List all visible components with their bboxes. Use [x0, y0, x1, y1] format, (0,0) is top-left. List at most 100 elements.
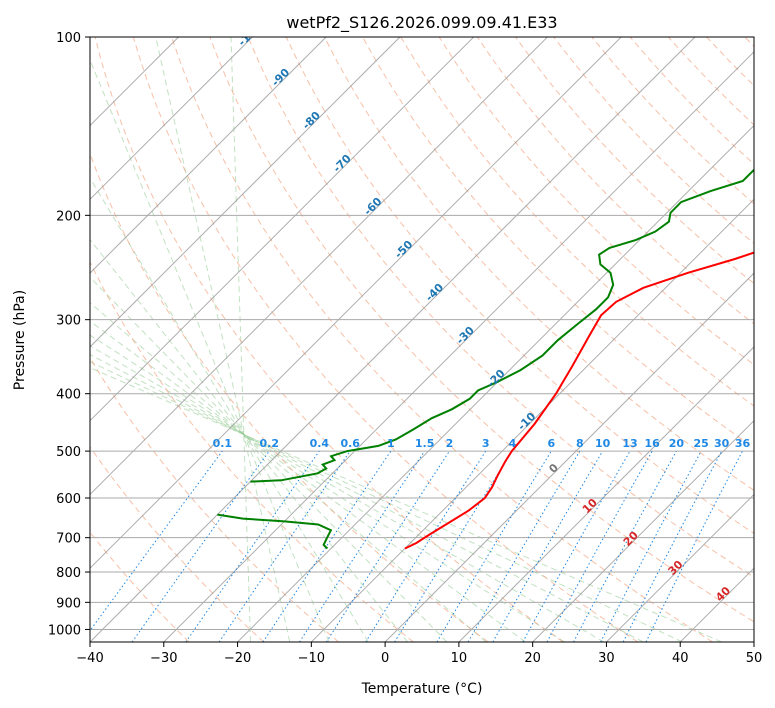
- x-tick-label: −10: [298, 651, 325, 666]
- y-tick-label: 500: [56, 445, 81, 460]
- y-tick-label: 1000: [48, 623, 81, 638]
- mixing-ratio-label: 25: [694, 437, 709, 450]
- mixing-ratio-label: 13: [622, 437, 637, 450]
- moist-adiabat-line: [90, 361, 683, 642]
- dry-adiabat-line: [94, 37, 564, 642]
- mixing-ratio-label: 10: [595, 437, 611, 450]
- y-axis-title: Pressure (hPa): [12, 290, 28, 390]
- x-tick-label: 10: [451, 651, 468, 666]
- dry-adiabat-line: [171, 37, 713, 642]
- moist-adiabat-line: [90, 354, 644, 642]
- moist-adiabat-line: [90, 177, 369, 642]
- isotherm-line: [384, 272, 754, 642]
- temperature-profile-line: [404, 251, 754, 550]
- mixing-ratio-label: 6: [547, 437, 555, 450]
- mixing-ratio-label: 0.6: [340, 437, 360, 450]
- mixing-ratio-label: 4: [509, 437, 517, 450]
- dry-adiabat-line: [90, 446, 265, 642]
- x-tick-label: 30: [598, 651, 615, 666]
- moist-adiabat-line: [90, 58, 330, 642]
- y-tick-label: 700: [56, 532, 81, 547]
- y-tick-label: 800: [56, 566, 81, 581]
- dry-adiabat-line: [132, 37, 639, 642]
- dewpoint-profile-line: [250, 168, 754, 483]
- plot-area: 0.1 0.2 0.4 0.6 1 1.5 2 3 4 6 8 10 13 16 20 25 30 36-100-…: [89, 20, 755, 643]
- mixing-ratio-line: [522, 450, 631, 642]
- moist-adiabat-line: [90, 345, 605, 642]
- isotherm-line: [163, 51, 754, 642]
- mixing-ratio-line: [90, 450, 223, 632]
- isotherm-line: [458, 346, 754, 642]
- mixing-ratio-line: [131, 450, 270, 642]
- mixing-ratio-line: [546, 450, 653, 642]
- x-tick-label: 0: [381, 651, 389, 666]
- x-tick-label: −40: [76, 651, 103, 666]
- dry-adiabat-line: [323, 37, 754, 491]
- chart-title: wetPf2_S126.2026.099.09.41.E33: [286, 13, 557, 33]
- mixing-ratio-line: [573, 450, 677, 642]
- mixing-ratio-label: 3: [482, 437, 490, 450]
- isotherm-line: [90, 37, 475, 422]
- isotherm-line: [237, 124, 754, 642]
- y-tick-label: 600: [56, 492, 81, 507]
- moist-adiabat-line: [90, 302, 487, 642]
- dry-adiabat-line: [515, 37, 754, 285]
- dry-adiabat-line: [438, 37, 754, 366]
- mixing-ratio-label: 0.1: [213, 437, 233, 450]
- isotherm-line: [90, 37, 327, 274]
- dewpoint-profile-segment: [217, 513, 333, 550]
- moist-adiabat-line: [90, 320, 526, 642]
- mixing-ratio-line: [218, 450, 351, 642]
- dry-adiabat-line: [285, 37, 754, 535]
- isotherm-line: [90, 37, 253, 201]
- mixing-ratio-line: [299, 450, 426, 642]
- y-axis: 1000 900 800 700 600 500 400 300 200 100: [48, 31, 90, 638]
- x-tick-label: 20: [524, 651, 541, 666]
- mixing-ratio-line: [185, 450, 320, 642]
- mixing-ratio-label: 30: [714, 437, 730, 450]
- y-tick-label: 300: [56, 314, 81, 329]
- isotherm-line: [753, 641, 754, 642]
- mixing-ratio-label: 8: [576, 437, 584, 450]
- moist-adiabat-line: [90, 276, 448, 642]
- y-tick-label: 100: [56, 31, 81, 46]
- y-tick-label: 200: [56, 209, 81, 224]
- moist-adiabat-line: [90, 238, 408, 642]
- mixing-ratio-label: 0.4: [310, 437, 330, 450]
- plot-frame: [89, 36, 755, 643]
- mixing-ratio-label: 20: [669, 437, 685, 450]
- x-tick-label: 50: [746, 651, 763, 666]
- isotherm-line: [90, 37, 696, 642]
- isotherm-line: [90, 37, 548, 496]
- mixing-ratio-label: 36: [735, 437, 751, 450]
- mixing-ratio-line: [645, 450, 743, 642]
- dry-adiabat-line: [247, 37, 754, 578]
- x-tick-label: 40: [672, 651, 689, 666]
- isotherm-line: [90, 37, 401, 348]
- isotherm-line: [532, 419, 754, 642]
- dry-adiabat-label: -100: [236, 20, 265, 49]
- dry-adiabat-line: [209, 37, 754, 623]
- dry-adiabat-line: [90, 260, 414, 642]
- dry-adiabat-line: [476, 37, 754, 325]
- isotherm-line: [90, 37, 622, 569]
- x-axis: −40 −30 −20 −10 0 10 20 30 40 50: [76, 642, 762, 666]
- mixing-ratio-line: [325, 450, 450, 642]
- moist-adiabat-line: [90, 334, 565, 642]
- mixing-ratio-label: 0.2: [260, 437, 280, 450]
- isotherm-line: [606, 493, 754, 642]
- mixing-ratio-label: 16: [645, 437, 661, 450]
- mixing-ratio-label: 1.5: [415, 437, 435, 450]
- mixing-ratio-label: 2: [446, 437, 454, 450]
- moist-adiabat-line: [90, 367, 722, 642]
- x-tick-label: −30: [150, 651, 177, 666]
- isotherm-line: [310, 198, 754, 642]
- y-tick-label: 400: [56, 388, 81, 403]
- mixing-ratio-label: 1: [387, 437, 395, 450]
- moist-adiabat-line: [155, 37, 291, 642]
- y-tick-label: 900: [56, 596, 81, 611]
- mixing-ratio-line: [262, 450, 392, 642]
- dry-adiabat-line: [90, 356, 339, 642]
- x-axis-title: Temperature (°C): [361, 681, 483, 697]
